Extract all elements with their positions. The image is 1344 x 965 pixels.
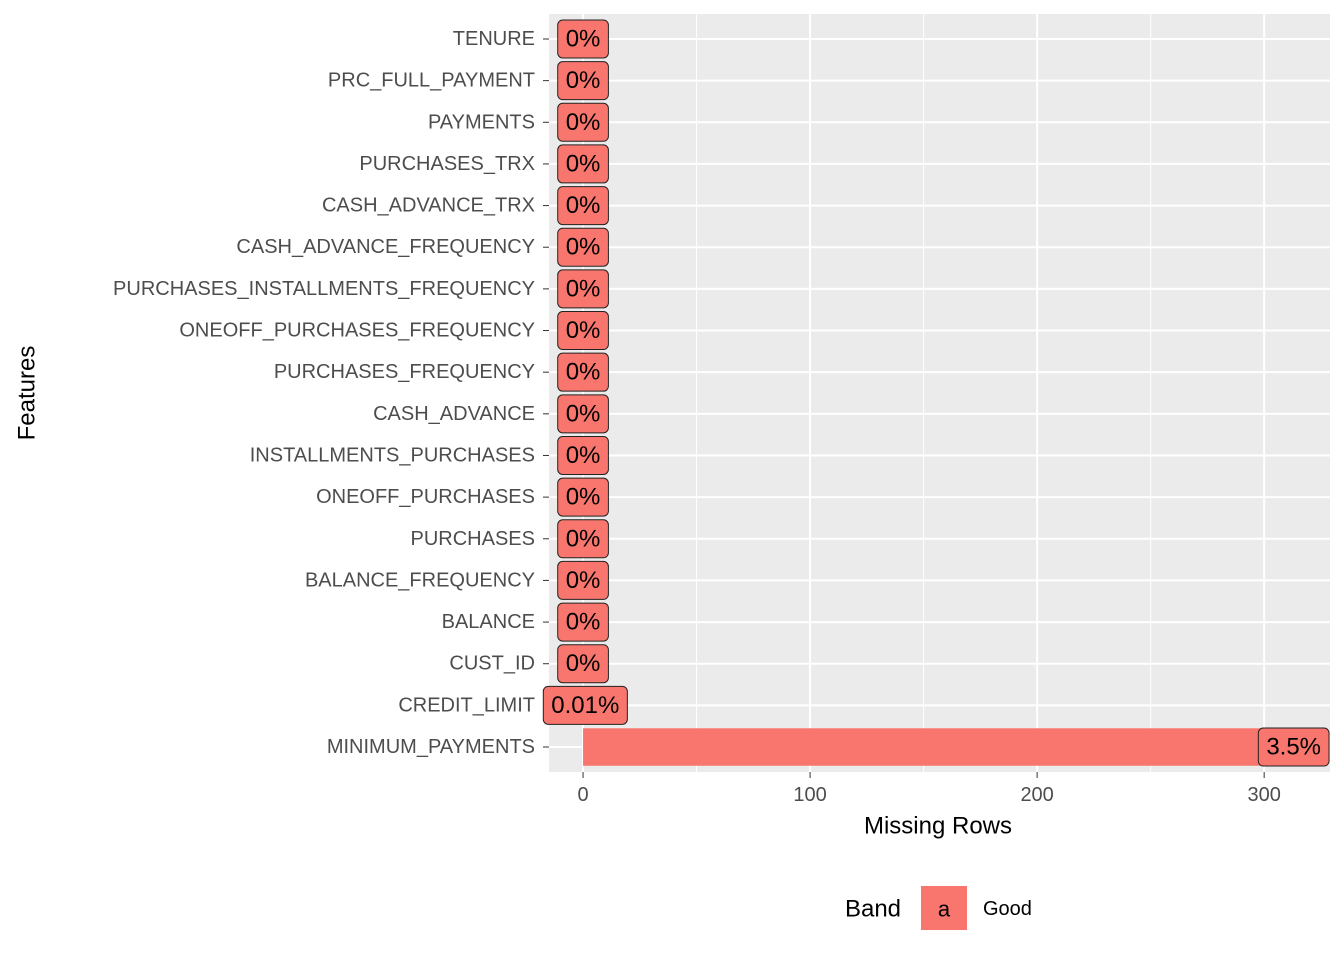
x-tick-label: 200 xyxy=(1020,784,1053,806)
y-tick-label: PAYMENTS xyxy=(428,111,535,133)
value-label: 0% xyxy=(566,109,601,136)
value-label-box xyxy=(542,685,628,725)
value-label: 0% xyxy=(566,234,601,261)
value-label: 0% xyxy=(566,359,601,386)
y-tick-label: ONEOFF_PURCHASES_FREQUENCY xyxy=(179,320,535,342)
value-label: 0% xyxy=(566,650,601,677)
legend-label: Good xyxy=(983,898,1032,920)
value-label-box xyxy=(557,102,609,142)
legend-title: Band xyxy=(845,896,901,923)
y-tick-label: CASH_ADVANCE_TRX xyxy=(322,195,535,217)
value-label: 0% xyxy=(566,400,601,427)
value-label: 0% xyxy=(566,25,601,52)
value-label-box xyxy=(557,644,609,684)
y-tick-label: CREDIT_LIMIT xyxy=(398,694,535,716)
legend-key xyxy=(921,886,967,930)
value-label: 0% xyxy=(566,567,601,594)
y-axis-title: Features xyxy=(14,346,41,441)
value-label-box xyxy=(557,186,609,226)
x-tick-label: 300 xyxy=(1247,784,1280,806)
value-label: 0% xyxy=(566,609,601,636)
value-label: 0% xyxy=(566,442,601,469)
y-tick-label: PRC_FULL_PAYMENT xyxy=(328,70,535,92)
value-label: 0% xyxy=(566,275,601,302)
value-label-box xyxy=(557,144,609,184)
value-label-box xyxy=(557,19,609,59)
value-label-box xyxy=(557,560,609,600)
y-tick-label: BALANCE_FREQUENCY xyxy=(305,569,535,591)
value-label-box xyxy=(557,602,609,642)
y-tick-label: PURCHASES xyxy=(411,528,535,550)
value-label: 0% xyxy=(566,317,601,344)
value-label: 0% xyxy=(566,150,601,177)
value-label-box xyxy=(557,477,609,517)
y-tick-label: CASH_ADVANCE_FREQUENCY xyxy=(236,236,535,258)
panel xyxy=(549,14,1330,772)
value-label: 0% xyxy=(566,525,601,552)
y-tick-label: BALANCE xyxy=(442,611,535,633)
y-tick-label: MINIMUM_PAYMENTS xyxy=(327,736,535,758)
bar xyxy=(583,728,1294,766)
value-label-box xyxy=(1257,727,1330,767)
y-tick-label: CASH_ADVANCE xyxy=(373,403,535,425)
x-tick-label: 100 xyxy=(793,784,826,806)
value-label-box xyxy=(557,352,609,392)
x-axis-title: Missing Rows xyxy=(864,813,1012,840)
value-label-box xyxy=(557,227,609,267)
value-label-box xyxy=(557,394,609,434)
value-label-box xyxy=(557,269,609,309)
value-label: 0% xyxy=(566,67,601,94)
y-tick-label: PURCHASES_FREQUENCY xyxy=(274,361,535,383)
y-tick-label: PURCHASES_TRX xyxy=(359,153,535,175)
value-label: 0% xyxy=(566,192,601,219)
value-label-box xyxy=(557,519,609,559)
value-label: 0.01% xyxy=(551,692,619,719)
y-tick-label: PURCHASES_INSTALLMENTS_FREQUENCY xyxy=(113,278,535,300)
y-tick-label: CUST_ID xyxy=(449,653,535,675)
value-label: 3.5% xyxy=(1266,734,1321,761)
value-label-box xyxy=(557,435,609,475)
value-label-box xyxy=(557,311,609,351)
y-tick-label: INSTALLMENTS_PURCHASES xyxy=(250,444,535,466)
legend-key-label: a xyxy=(938,897,951,922)
x-tick-label: 0 xyxy=(577,784,588,806)
y-tick-label: TENURE xyxy=(453,28,535,50)
value-label: 0% xyxy=(566,484,601,511)
y-tick-label: ONEOFF_PURCHASES xyxy=(316,486,535,508)
value-label-box xyxy=(557,61,609,101)
